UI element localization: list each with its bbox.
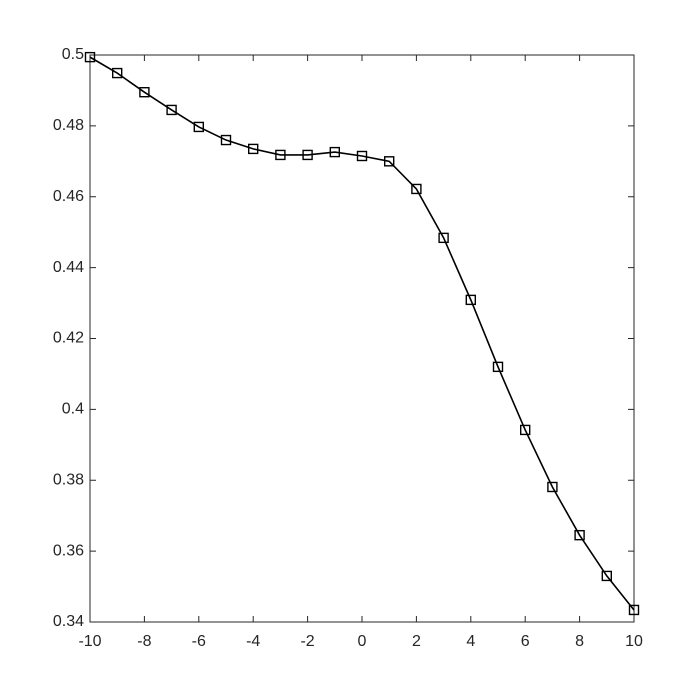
y-tick-label: 0.4 (62, 401, 84, 418)
y-tick-label: 0.44 (53, 259, 84, 276)
y-tick-label: 0.34 (53, 613, 84, 630)
x-tick-label: 6 (521, 633, 530, 650)
y-tick-label: 0.5 (62, 46, 84, 63)
x-tick-label: 2 (412, 633, 421, 650)
x-tick-label: -8 (137, 633, 151, 650)
marker (329, 146, 340, 158)
marker (247, 143, 259, 155)
marker (520, 424, 531, 436)
marker (111, 67, 123, 79)
line (89, 56, 635, 611)
marker (356, 150, 368, 162)
marker (220, 134, 232, 146)
x-tick-label: 4 (466, 633, 475, 650)
y-tick-label: 0.42 (53, 330, 84, 347)
marker (84, 51, 96, 63)
y-tick-label: 0.48 (53, 117, 84, 134)
marker (465, 294, 476, 306)
plot-box (89, 54, 635, 623)
marker (193, 121, 205, 133)
marker (275, 149, 286, 161)
y-tick-label: 0.38 (53, 471, 84, 488)
marker (438, 232, 449, 244)
x-tick-label: -6 (192, 633, 206, 650)
marker (166, 104, 177, 116)
marker (384, 156, 395, 167)
marker (302, 149, 313, 161)
y-tick-label: 0.46 (53, 188, 84, 205)
marker (547, 481, 558, 493)
x-tick-label: 8 (575, 633, 584, 650)
x-tick-label: -4 (246, 633, 260, 650)
marker (628, 604, 640, 616)
y-tick-label: 0.36 (53, 542, 84, 559)
marker (574, 529, 585, 541)
marker (411, 183, 422, 195)
marker (139, 87, 150, 98)
x-tick-label: 0 (358, 633, 367, 650)
x-tick-label: 10 (625, 633, 643, 650)
x-tick-label: -10 (78, 633, 101, 650)
x-tick-label: -2 (300, 633, 314, 650)
marker (492, 361, 504, 373)
marker (601, 570, 612, 582)
